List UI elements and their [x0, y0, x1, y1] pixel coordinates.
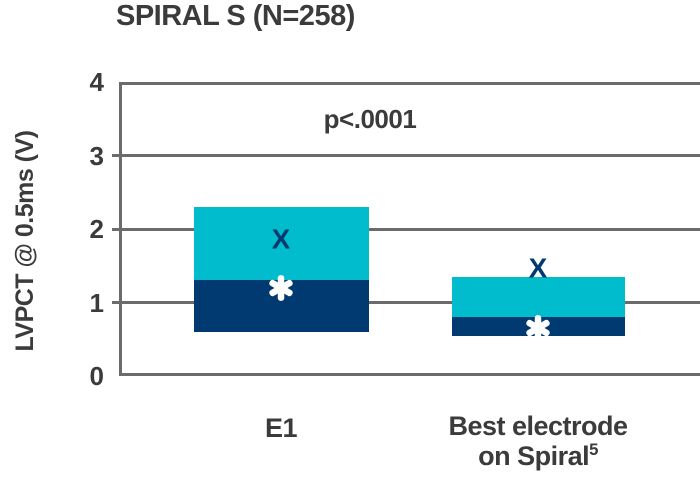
- gridline-1: [112, 301, 700, 304]
- bar-0-upper-segment: [194, 206, 369, 281]
- y-tick-label-3: 3: [89, 140, 104, 171]
- bar-0-asterisk-icon: [268, 274, 295, 301]
- chart-title: SPIRAL S (N=258): [116, 0, 355, 32]
- x-category-label-line: Best electrode: [448, 411, 628, 441]
- x-category-label-1: Best electrode on Spiral5: [408, 411, 668, 471]
- gridline-2: [112, 227, 700, 231]
- y-tick-label-1: 1: [89, 287, 104, 318]
- y-tick-label-0: 0: [89, 361, 104, 391]
- bar-1-x-marker: X: [528, 252, 548, 284]
- gridline-3: [112, 154, 700, 157]
- bar-1-asterisk-icon: [525, 315, 552, 342]
- y-tick-label-2: 2: [89, 214, 104, 244]
- bar-0-x-marker: X: [271, 223, 291, 255]
- x-category-label-line: on Spiral5: [478, 440, 598, 471]
- x-category-label-line: E1: [264, 413, 298, 443]
- y-tick-label-4: 4: [89, 67, 104, 97]
- x-category-label-superscript: 5: [589, 440, 598, 459]
- x-category-label-0: E1: [151, 413, 411, 443]
- p-value-annotation: p<.0001: [323, 104, 417, 134]
- bar-1-upper-segment: [452, 276, 625, 318]
